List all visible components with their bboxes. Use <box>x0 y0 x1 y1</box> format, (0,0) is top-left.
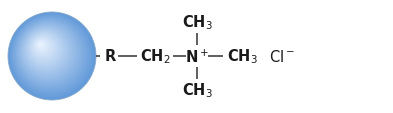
Circle shape <box>28 33 61 65</box>
Circle shape <box>32 37 54 59</box>
Circle shape <box>12 17 88 93</box>
Circle shape <box>33 38 52 57</box>
Circle shape <box>11 16 90 95</box>
Circle shape <box>9 14 94 98</box>
Circle shape <box>11 15 91 95</box>
Circle shape <box>16 21 82 86</box>
Circle shape <box>18 24 77 82</box>
Circle shape <box>9 13 95 99</box>
Circle shape <box>39 44 42 46</box>
Circle shape <box>23 28 70 74</box>
Circle shape <box>25 30 66 71</box>
Text: R: R <box>105 49 116 64</box>
Circle shape <box>20 25 75 80</box>
Circle shape <box>13 18 87 91</box>
Circle shape <box>15 19 85 89</box>
Circle shape <box>9 14 93 97</box>
Circle shape <box>36 40 48 52</box>
Text: CH$_3$: CH$_3$ <box>182 14 212 32</box>
Circle shape <box>38 42 44 48</box>
Circle shape <box>31 36 55 59</box>
Circle shape <box>36 41 46 51</box>
Circle shape <box>15 20 84 88</box>
Circle shape <box>30 35 58 62</box>
Circle shape <box>10 15 92 96</box>
Circle shape <box>35 40 48 53</box>
Circle shape <box>12 17 90 94</box>
Circle shape <box>8 13 96 100</box>
Text: CH$_3$: CH$_3$ <box>227 47 257 66</box>
Circle shape <box>13 18 88 92</box>
Circle shape <box>21 26 73 77</box>
Circle shape <box>39 44 41 46</box>
Circle shape <box>24 28 69 73</box>
Circle shape <box>18 22 79 84</box>
Circle shape <box>39 43 43 47</box>
Circle shape <box>27 31 63 68</box>
Circle shape <box>27 32 62 67</box>
Circle shape <box>29 33 60 64</box>
Circle shape <box>29 34 59 63</box>
Circle shape <box>34 39 50 55</box>
Text: N$^+$: N$^+$ <box>185 48 209 65</box>
Circle shape <box>17 21 81 85</box>
Circle shape <box>15 20 83 87</box>
Text: CH$_3$: CH$_3$ <box>182 81 212 99</box>
Circle shape <box>24 29 67 71</box>
Circle shape <box>24 29 68 72</box>
Circle shape <box>20 25 75 79</box>
Circle shape <box>18 23 78 82</box>
Text: CH$_2$: CH$_2$ <box>140 47 170 66</box>
Circle shape <box>17 22 80 84</box>
Circle shape <box>31 36 56 60</box>
Circle shape <box>30 35 57 61</box>
Circle shape <box>28 32 61 66</box>
Circle shape <box>37 42 45 49</box>
Circle shape <box>33 38 51 56</box>
Circle shape <box>21 26 73 78</box>
Circle shape <box>37 41 46 50</box>
Circle shape <box>22 27 72 76</box>
Circle shape <box>26 31 64 69</box>
Circle shape <box>19 24 76 81</box>
Circle shape <box>26 30 65 70</box>
Circle shape <box>35 39 50 54</box>
Circle shape <box>14 19 86 90</box>
Text: Cl$^-$: Cl$^-$ <box>269 49 295 64</box>
Circle shape <box>33 37 53 58</box>
Circle shape <box>22 27 71 75</box>
